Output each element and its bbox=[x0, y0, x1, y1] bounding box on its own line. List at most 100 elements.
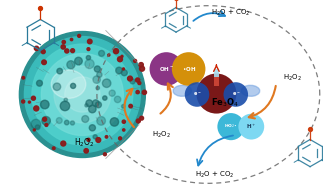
Ellipse shape bbox=[75, 57, 82, 65]
Ellipse shape bbox=[102, 79, 111, 88]
Text: H$_2$O + CO$_2$: H$_2$O + CO$_2$ bbox=[195, 170, 234, 180]
Ellipse shape bbox=[65, 49, 69, 53]
Ellipse shape bbox=[196, 74, 236, 114]
Ellipse shape bbox=[43, 117, 47, 121]
Ellipse shape bbox=[122, 120, 125, 123]
Ellipse shape bbox=[136, 119, 140, 123]
Text: e$^-$: e$^-$ bbox=[193, 91, 201, 98]
Ellipse shape bbox=[85, 59, 94, 69]
Ellipse shape bbox=[52, 147, 55, 149]
Ellipse shape bbox=[42, 60, 47, 65]
Ellipse shape bbox=[34, 46, 39, 50]
Text: $\bullet$OH: $\bullet$OH bbox=[182, 65, 196, 73]
Ellipse shape bbox=[45, 124, 48, 126]
Ellipse shape bbox=[94, 66, 100, 72]
Ellipse shape bbox=[70, 121, 75, 125]
Ellipse shape bbox=[97, 117, 105, 125]
Ellipse shape bbox=[224, 82, 248, 107]
Text: H$_2$O$_2$: H$_2$O$_2$ bbox=[283, 72, 302, 83]
Ellipse shape bbox=[25, 36, 140, 153]
Ellipse shape bbox=[40, 100, 49, 109]
Ellipse shape bbox=[70, 83, 76, 88]
Ellipse shape bbox=[172, 52, 205, 86]
Ellipse shape bbox=[116, 67, 122, 74]
Bar bbox=[214, 69, 219, 86]
Ellipse shape bbox=[114, 96, 121, 103]
Text: H$^+$: H$^+$ bbox=[246, 122, 256, 131]
Ellipse shape bbox=[128, 76, 132, 81]
Ellipse shape bbox=[118, 57, 122, 62]
Ellipse shape bbox=[32, 44, 133, 145]
Ellipse shape bbox=[136, 78, 140, 82]
Text: HO$_2$$\bullet$: HO$_2$$\bullet$ bbox=[224, 123, 238, 130]
Ellipse shape bbox=[108, 54, 110, 56]
Ellipse shape bbox=[86, 56, 90, 60]
Ellipse shape bbox=[96, 86, 99, 90]
Ellipse shape bbox=[217, 113, 245, 140]
Bar bbox=[214, 77, 219, 86]
Ellipse shape bbox=[92, 100, 99, 106]
Ellipse shape bbox=[142, 90, 147, 94]
Ellipse shape bbox=[139, 63, 143, 67]
Ellipse shape bbox=[36, 80, 42, 86]
Ellipse shape bbox=[130, 79, 135, 84]
Ellipse shape bbox=[241, 85, 260, 96]
Ellipse shape bbox=[123, 129, 125, 131]
Ellipse shape bbox=[93, 135, 97, 139]
Ellipse shape bbox=[65, 77, 100, 112]
Ellipse shape bbox=[87, 138, 90, 141]
Ellipse shape bbox=[185, 82, 209, 107]
Ellipse shape bbox=[99, 50, 105, 56]
Text: e$^-$: e$^-$ bbox=[232, 91, 240, 98]
Ellipse shape bbox=[105, 136, 108, 138]
Ellipse shape bbox=[122, 68, 125, 70]
Ellipse shape bbox=[96, 138, 101, 142]
Ellipse shape bbox=[64, 120, 69, 125]
Ellipse shape bbox=[88, 39, 92, 44]
Ellipse shape bbox=[42, 116, 50, 125]
Ellipse shape bbox=[54, 66, 111, 123]
Text: H$_2$O$_2$: H$_2$O$_2$ bbox=[152, 130, 171, 140]
Ellipse shape bbox=[67, 61, 75, 69]
Ellipse shape bbox=[22, 77, 25, 79]
Ellipse shape bbox=[113, 49, 119, 54]
Ellipse shape bbox=[60, 101, 70, 111]
Ellipse shape bbox=[93, 76, 100, 83]
Ellipse shape bbox=[31, 119, 41, 129]
Ellipse shape bbox=[121, 55, 123, 57]
Ellipse shape bbox=[31, 96, 36, 100]
Ellipse shape bbox=[19, 32, 145, 157]
Text: Fe$_3$O$_4$: Fe$_3$O$_4$ bbox=[212, 97, 239, 109]
Ellipse shape bbox=[109, 90, 115, 96]
Ellipse shape bbox=[28, 101, 30, 103]
Ellipse shape bbox=[85, 104, 88, 107]
Ellipse shape bbox=[136, 91, 139, 94]
Ellipse shape bbox=[86, 100, 93, 107]
Ellipse shape bbox=[61, 141, 66, 146]
Ellipse shape bbox=[71, 49, 75, 53]
Ellipse shape bbox=[51, 70, 86, 98]
Ellipse shape bbox=[150, 52, 183, 86]
Ellipse shape bbox=[34, 106, 39, 111]
Ellipse shape bbox=[61, 45, 65, 49]
Ellipse shape bbox=[64, 98, 68, 102]
Ellipse shape bbox=[140, 66, 145, 71]
Ellipse shape bbox=[103, 96, 107, 100]
Ellipse shape bbox=[173, 85, 192, 96]
Ellipse shape bbox=[238, 114, 264, 139]
Ellipse shape bbox=[56, 118, 62, 123]
Ellipse shape bbox=[70, 38, 73, 41]
Ellipse shape bbox=[82, 115, 89, 122]
Ellipse shape bbox=[87, 48, 90, 50]
Ellipse shape bbox=[103, 153, 106, 156]
Ellipse shape bbox=[78, 34, 81, 37]
Ellipse shape bbox=[41, 50, 45, 54]
Text: OH$^-$: OH$^-$ bbox=[159, 65, 174, 73]
Ellipse shape bbox=[138, 82, 141, 84]
Ellipse shape bbox=[110, 118, 119, 126]
Ellipse shape bbox=[119, 137, 121, 140]
Ellipse shape bbox=[41, 53, 123, 136]
Ellipse shape bbox=[33, 129, 35, 131]
Ellipse shape bbox=[121, 70, 127, 76]
Ellipse shape bbox=[84, 149, 89, 153]
